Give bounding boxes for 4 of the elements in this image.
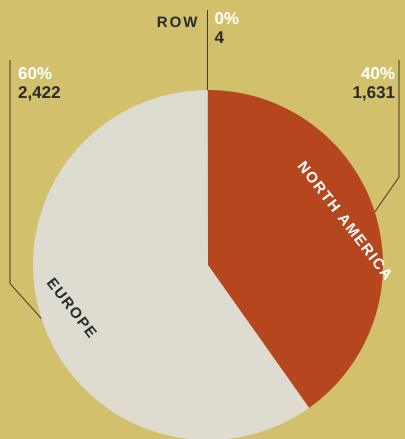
data-label: 60% 2,422 bbox=[18, 64, 61, 102]
data-label: 0% 4 bbox=[214, 9, 240, 47]
slice-label: ROW bbox=[156, 14, 200, 31]
data-label: 40% 1,631 bbox=[352, 64, 395, 102]
